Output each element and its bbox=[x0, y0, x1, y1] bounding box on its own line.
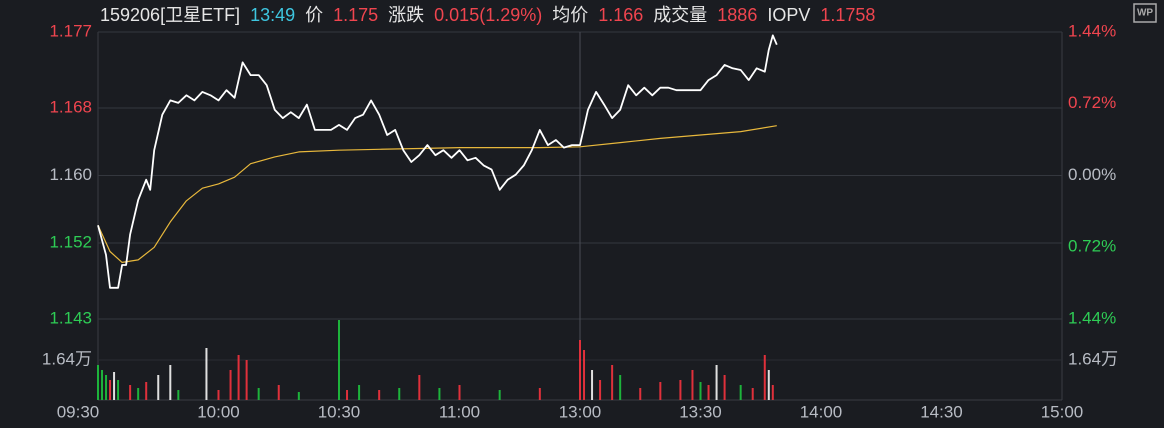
y2-tick-label: 0.00% bbox=[1068, 165, 1116, 184]
header-text: 1.1758 bbox=[820, 5, 875, 25]
header-text: 13:49 bbox=[250, 5, 295, 25]
y-tick-label: 1.143 bbox=[49, 308, 92, 327]
y-tick-label: 1.152 bbox=[49, 233, 92, 252]
volume-bar bbox=[217, 390, 220, 400]
y2-tick-label: 0.72% bbox=[1068, 237, 1116, 256]
volume-bar bbox=[229, 370, 232, 400]
volume-bar bbox=[498, 390, 501, 400]
volume-bar bbox=[177, 390, 180, 400]
x-tick-label: 14:00 bbox=[800, 402, 843, 421]
header-text: IOPV bbox=[767, 5, 810, 25]
volume-bar bbox=[97, 365, 99, 400]
volume-bar bbox=[378, 390, 381, 400]
volume-bar bbox=[599, 380, 602, 400]
x-tick-label: 11:00 bbox=[439, 402, 480, 421]
y2-tick-label: 1.44% bbox=[1068, 21, 1116, 40]
volume-bar bbox=[113, 372, 116, 400]
volume-bar bbox=[338, 320, 340, 400]
volume-bar bbox=[145, 382, 148, 400]
x-tick-label: 13:00 bbox=[559, 402, 602, 421]
price-line bbox=[97, 34, 778, 289]
average-line bbox=[97, 125, 777, 263]
volume-bar bbox=[129, 385, 132, 400]
volume-bar bbox=[346, 390, 349, 400]
volume-bar bbox=[691, 370, 694, 400]
volume-bar bbox=[679, 380, 682, 400]
volume-bar bbox=[109, 380, 112, 400]
volume-bar bbox=[707, 385, 710, 400]
volume-tick-label: 1.64万 bbox=[42, 349, 92, 368]
volume-bar bbox=[739, 385, 742, 400]
volume-bar bbox=[297, 392, 300, 400]
volume-bar bbox=[398, 388, 401, 400]
y-tick-label: 1.160 bbox=[49, 165, 92, 184]
icon-frame bbox=[1133, 3, 1157, 23]
volume-bar bbox=[205, 348, 208, 400]
volume-bar bbox=[699, 382, 702, 400]
volume-bar bbox=[751, 388, 754, 400]
x-tick-label: 09:30 bbox=[57, 402, 100, 421]
volume-bar bbox=[277, 385, 280, 400]
volume-bar bbox=[458, 385, 461, 400]
header-text: 1886 bbox=[717, 5, 757, 25]
volume-bar bbox=[418, 375, 421, 400]
header-text: 涨跌 bbox=[388, 5, 424, 25]
volume-bar bbox=[763, 355, 766, 400]
volume-bar bbox=[169, 365, 172, 400]
x-tick-label: 14:30 bbox=[920, 402, 963, 421]
volume-bar bbox=[583, 350, 586, 400]
y2-tick-label: 0.72% bbox=[1068, 93, 1116, 112]
volume-bar bbox=[105, 375, 108, 400]
volume-bar bbox=[538, 388, 541, 400]
volume-bar bbox=[771, 385, 774, 400]
volume-bar bbox=[639, 388, 642, 400]
y-tick-label: 1.168 bbox=[49, 97, 92, 116]
header-text: 价 bbox=[305, 5, 323, 25]
volume-bar bbox=[438, 388, 441, 400]
x-tick-label: 13:30 bbox=[679, 402, 722, 421]
header-text: 159206[卫星ETF] bbox=[100, 5, 240, 25]
volume-tick-label-right: 1.64万 bbox=[1068, 349, 1118, 368]
volume-bar bbox=[723, 375, 726, 400]
header-text: 1.175 bbox=[333, 5, 378, 25]
x-tick-label: 15:00 bbox=[1041, 402, 1084, 421]
volume-bar bbox=[358, 385, 361, 400]
volume-bar bbox=[579, 340, 581, 400]
icon-text: WP bbox=[1137, 8, 1153, 19]
volume-bar bbox=[611, 365, 614, 400]
x-tick-label: 10:30 bbox=[318, 402, 361, 421]
volume-bar bbox=[591, 370, 594, 400]
header-text: 1.166 bbox=[598, 5, 643, 25]
y-tick-label: 1.177 bbox=[49, 21, 92, 40]
header-text: 成交量 bbox=[653, 5, 707, 25]
volume-bar bbox=[237, 355, 240, 400]
volume-bar bbox=[245, 360, 248, 400]
volume-bar bbox=[257, 388, 260, 400]
x-tick-label: 10:00 bbox=[197, 402, 240, 421]
header-text: 均价 bbox=[552, 5, 588, 25]
volume-bar bbox=[659, 382, 662, 400]
header-text: 0.015(1.29%) bbox=[434, 5, 542, 25]
volume-bar bbox=[101, 370, 104, 400]
volume-bar bbox=[715, 365, 718, 400]
volume-bar bbox=[767, 370, 770, 400]
volume-bar bbox=[157, 375, 160, 400]
volume-bar bbox=[117, 380, 120, 400]
volume-bar bbox=[137, 388, 140, 400]
wp-icon: WP bbox=[1133, 3, 1157, 23]
y2-tick-label: 1.44% bbox=[1068, 308, 1116, 327]
volume-bar bbox=[619, 375, 622, 400]
